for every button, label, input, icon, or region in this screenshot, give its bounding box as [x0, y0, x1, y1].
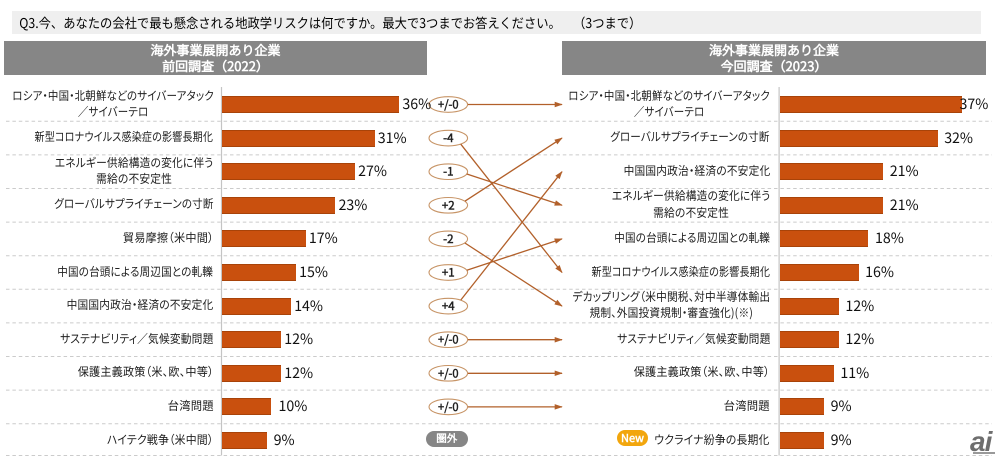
svg-text:+2: +2: [442, 197, 455, 213]
svg-text:+1: +1: [442, 265, 455, 281]
svg-text:+/-0: +/-0: [438, 97, 459, 113]
svg-text:+/-0: +/-0: [438, 365, 459, 381]
svg-text:+4: +4: [442, 298, 455, 314]
svg-text:+/-0: +/-0: [438, 399, 459, 415]
svg-text:-4: -4: [443, 130, 454, 146]
svg-text:-2: -2: [443, 231, 454, 247]
svg-text:-1: -1: [443, 164, 453, 180]
svg-text:+/-0: +/-0: [438, 332, 459, 348]
